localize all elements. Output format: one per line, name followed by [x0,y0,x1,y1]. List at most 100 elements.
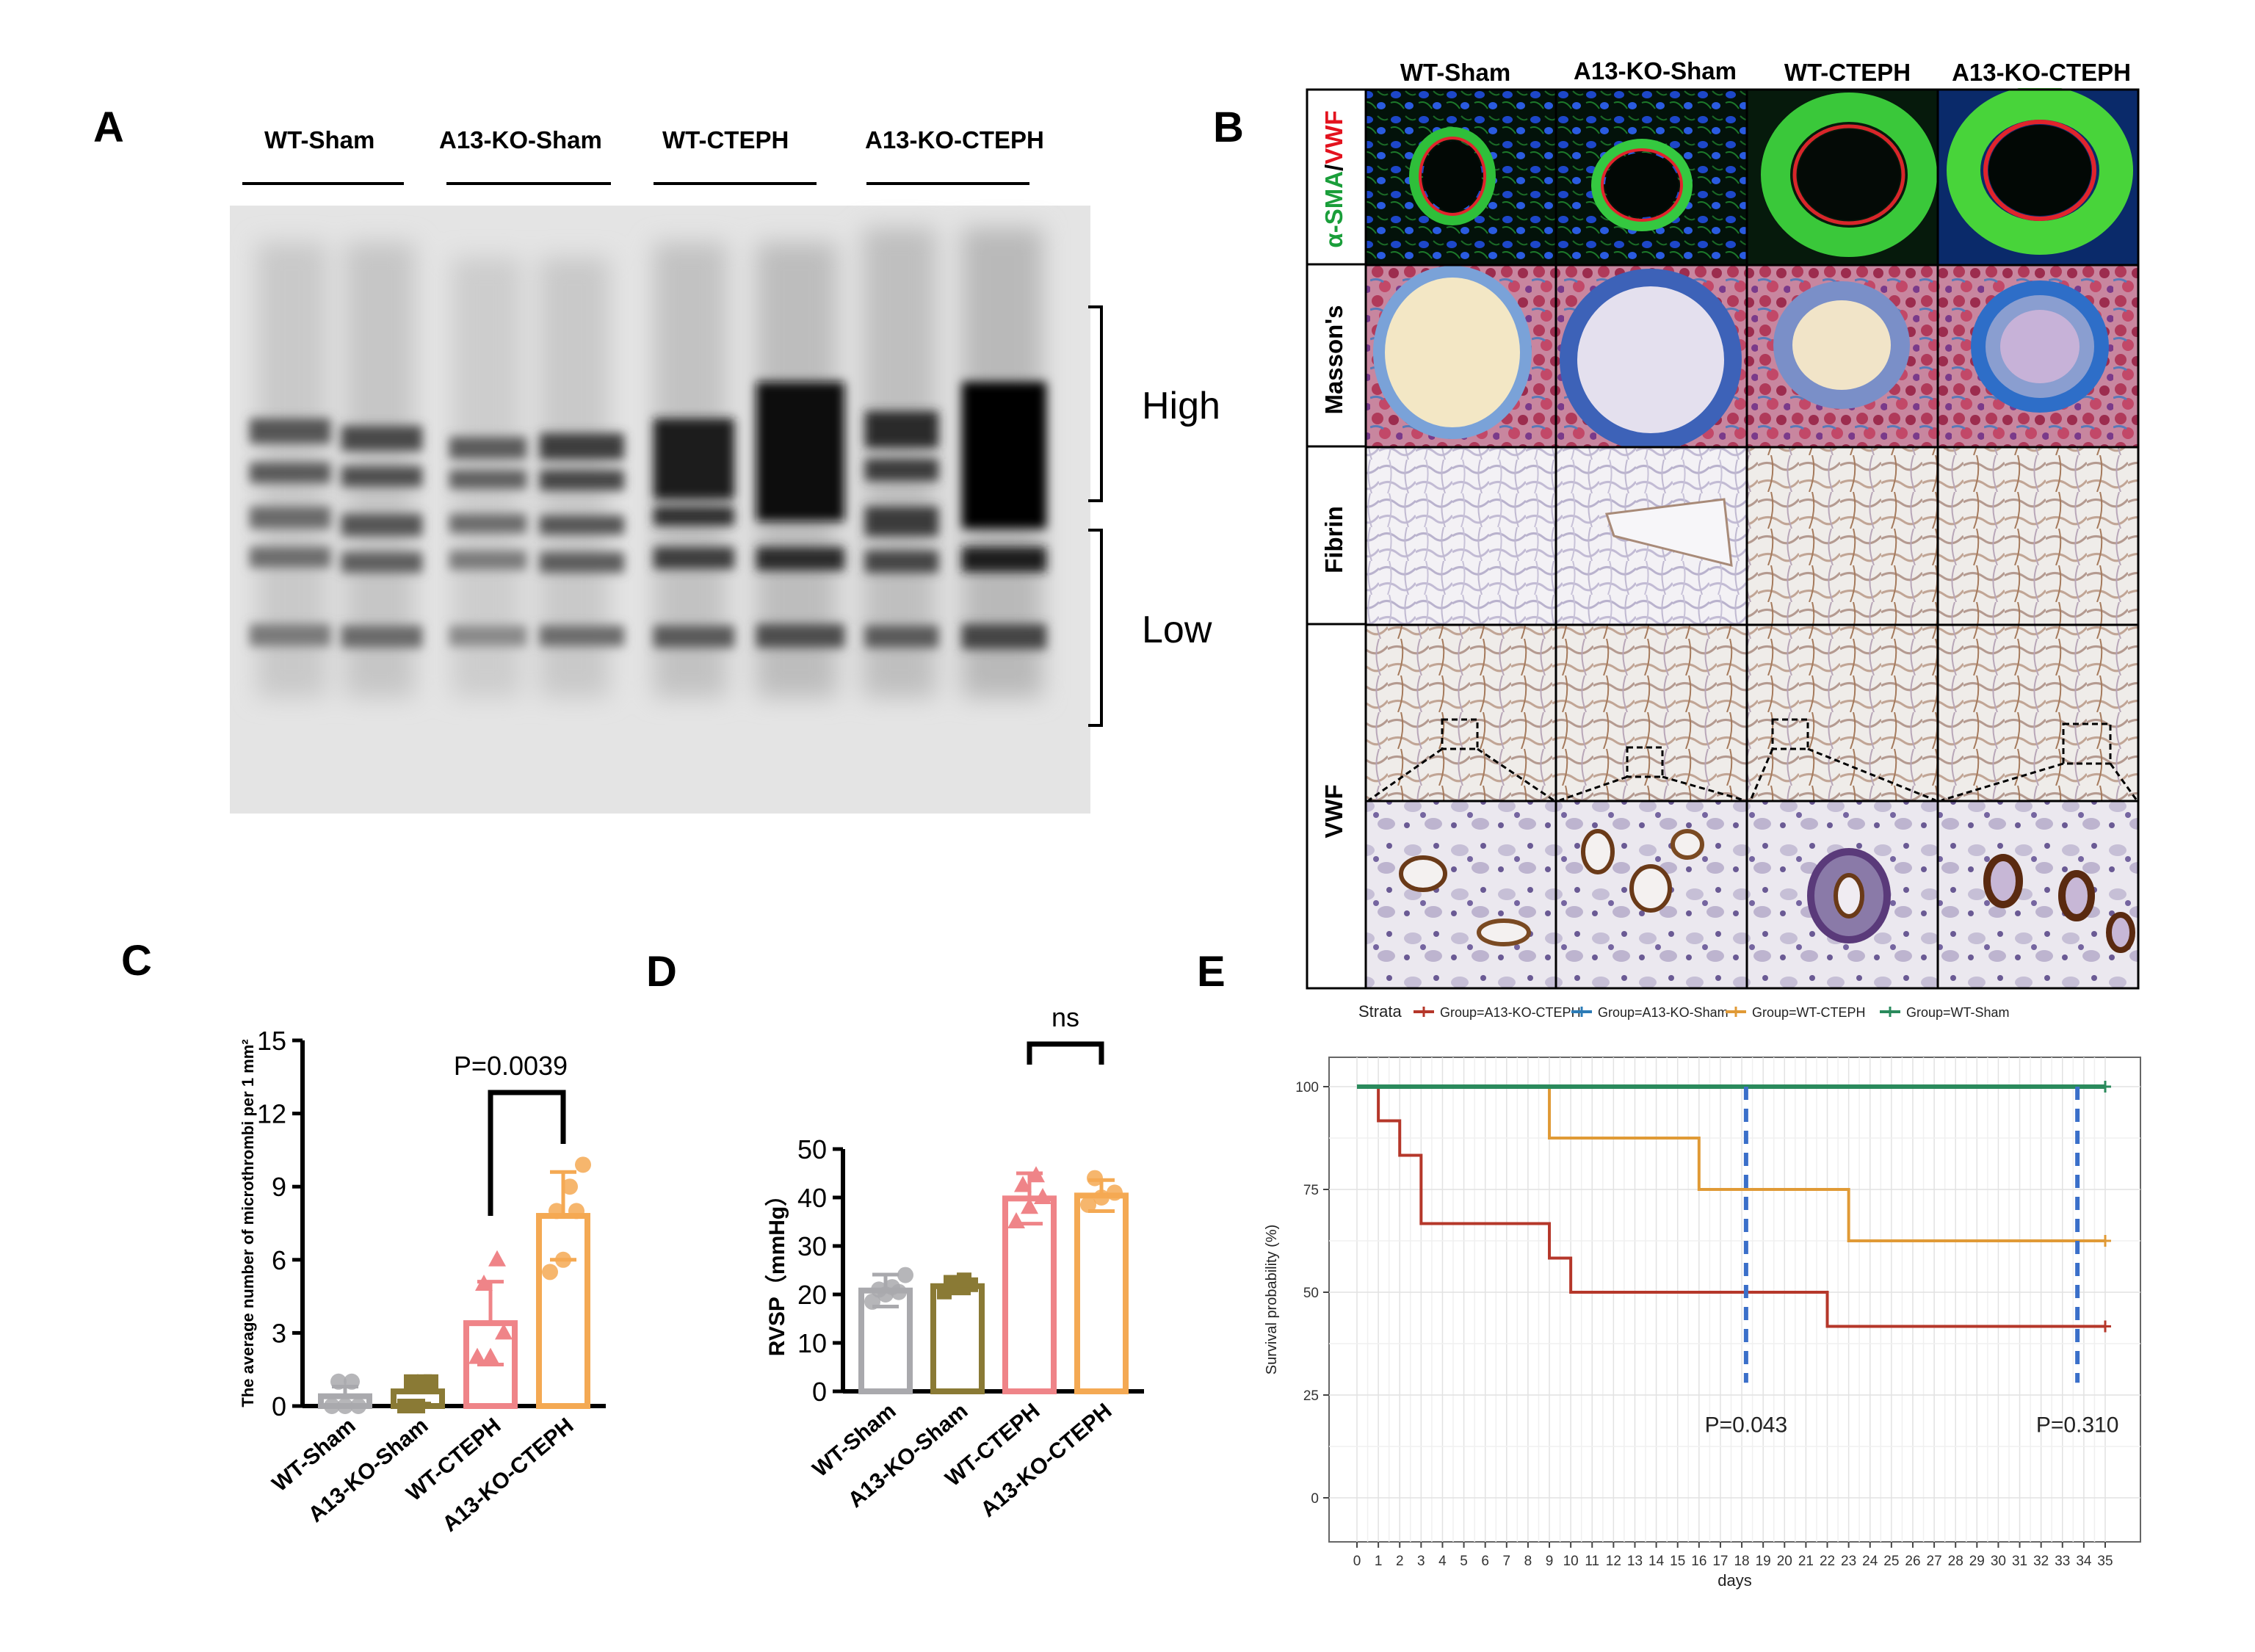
x-tick-label: 27 [1927,1554,1942,1569]
row-label-separator: / [1320,164,1347,171]
x-tick-label: 25 [1883,1554,1899,1569]
survival-curve [1357,1085,2105,1242]
y-tick-label: 10 [797,1328,827,1358]
bracket-low [1088,529,1103,727]
data-point [488,1250,506,1267]
if-row [1366,88,2138,264]
histology-row-label-masson: Masson's [1320,305,1347,415]
x-tick-label: 20 [1777,1554,1792,1569]
masson-row [1366,266,2138,451]
x-tick-label: A13-KO-CTEPH [438,1413,578,1537]
x-tick-label: 24 [1862,1554,1878,1569]
y-tick-label: 40 [797,1183,827,1213]
censor-mark [2099,1235,2111,1247]
chart-d-rvsp: 01020304050RVSP（mmHg）WT-ShamA13-KO-ShamW… [764,1002,1144,1522]
histology-row-label-vwf: VWF [1320,784,1347,838]
data-point [562,1178,578,1195]
significance-label: ns [1052,1002,1079,1032]
x-tick-label: 5 [1460,1554,1468,1569]
data-point [337,1398,353,1414]
data-point [1107,1184,1123,1201]
histology-grid [1306,88,2140,990]
data-point [330,1373,347,1390]
x-tick-label: 9 [1546,1554,1554,1569]
histology-column-header: WT-Sham [1400,59,1511,86]
legend-title: Strata [1358,1002,1402,1021]
blot-group-label-wt-cteph: WT-CTEPH [662,126,789,153]
data-point [1014,1175,1032,1192]
y-axis-label: Survival probability (%) [1264,1225,1280,1375]
x-tick-label: 10 [1563,1554,1579,1569]
vwf-zoom-row [1366,802,2138,988]
row-label-vwf: VWF [1320,110,1347,164]
histology-row-label-if: α-SMA/VWF [1320,98,1350,260]
x-tick-label: 30 [1991,1554,2006,1569]
x-tick-label: 3 [1417,1554,1425,1569]
row-label-sma: α-SMA [1320,170,1347,248]
data-point [555,1251,571,1268]
x-tick-label: 35 [2097,1554,2113,1569]
vwf-low-row [1366,626,2138,802]
data-point [884,1279,900,1296]
x-tick-label: 8 [1524,1554,1532,1569]
data-point [568,1203,584,1220]
blot-group-label-wt-sham: WT-Sham [264,126,375,153]
data-point [417,1374,432,1389]
panel-letter-c: C [121,937,152,985]
x-tick-label: 31 [2012,1554,2027,1569]
histology-column-header: A13-KO-CTEPH [1952,59,2131,86]
x-tick-label: 34 [2076,1554,2092,1569]
y-axis-label: The average number of microthrombi per 1… [239,1039,257,1407]
y-axis-label: RVSP（mmHg） [764,1184,789,1357]
y-tick-label: 25 [1303,1388,1319,1404]
panel-letter-a: A [93,104,124,151]
bracket-label-low: Low [1142,609,1212,651]
bar [930,1283,985,1394]
panel-letter-d: D [646,948,677,996]
x-tick-label: 17 [1712,1554,1728,1569]
y-tick-label: 20 [797,1280,827,1310]
censor-mark [2099,1320,2111,1333]
histology-column-header: A13-KO-Sham [1574,57,1737,84]
y-tick-label: 9 [272,1172,286,1202]
blot-group-label-a13-ko-sham: A13-KO-Sham [439,126,602,153]
x-tick-label: 14 [1648,1554,1665,1569]
x-tick-label: 28 [1948,1554,1963,1569]
x-tick-label: A13-KO-Sham [844,1399,973,1512]
y-tick-label: 6 [272,1245,286,1275]
x-tick-label: 29 [1969,1554,1985,1569]
y-tick-label: 50 [1303,1286,1319,1301]
data-point [475,1275,493,1291]
y-tick-label: 15 [257,1026,286,1056]
x-axis-label: days [1718,1571,1751,1590]
bar [536,1213,590,1409]
data-point [944,1275,958,1290]
bracket-high [1088,305,1103,502]
x-tick-label: 21 [1798,1554,1814,1569]
data-point [397,1399,412,1413]
x-tick-label: 1 [1375,1554,1383,1569]
p-value-label: P=0.043 [1705,1413,1788,1437]
y-tick-label: 100 [1295,1080,1319,1095]
x-tick-label: 4 [1438,1554,1447,1569]
survival-curve [1357,1085,2105,1328]
censor-mark [2099,1081,2111,1093]
x-tick-label: 2 [1396,1554,1404,1569]
x-tick-label: 16 [1691,1554,1706,1569]
fibrin-row [1366,448,2138,624]
data-point [482,1347,499,1364]
y-tick-label: 0 [1311,1491,1319,1507]
y-tick-label: 50 [797,1134,827,1164]
x-tick-label: 22 [1820,1554,1835,1569]
histology-row-label-fibrin: Fibrin [1320,506,1347,573]
x-tick-label: 15 [1670,1554,1685,1569]
data-point [1087,1170,1103,1187]
y-tick-label: 0 [812,1377,827,1407]
x-tick-label: 19 [1756,1554,1771,1569]
p-value-label: P=0.310 [2036,1413,2119,1437]
x-tick-label: 11 [1585,1554,1599,1569]
data-point [495,1323,513,1340]
panel-letter-b: B [1213,104,1244,151]
x-tick-label: 0 [1353,1554,1361,1569]
